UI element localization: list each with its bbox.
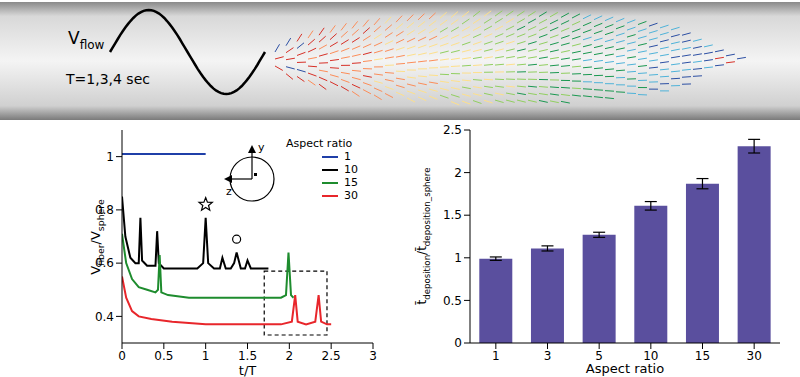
svg-text:1.5: 1.5 bbox=[238, 349, 257, 363]
svg-text:2: 2 bbox=[286, 349, 294, 363]
svg-text:30: 30 bbox=[747, 349, 762, 363]
svg-text:0.4: 0.4 bbox=[95, 310, 114, 324]
html-text:1: 1 bbox=[344, 150, 351, 163]
svg-text:1: 1 bbox=[106, 150, 114, 164]
svg-text:t/T: t/T bbox=[239, 363, 256, 377]
html-text:10: 10 bbox=[344, 163, 358, 176]
svg-text:0.5: 0.5 bbox=[443, 294, 462, 308]
svg-text:3: 3 bbox=[369, 349, 377, 363]
svg-text:t̄deposition/t̄deposition_sphe: t̄deposition/t̄deposition_sphere bbox=[415, 167, 432, 304]
svg-text:1: 1 bbox=[492, 349, 500, 363]
svg-text:2.5: 2.5 bbox=[443, 123, 462, 137]
html-text:15: 15 bbox=[344, 176, 358, 189]
html-text:30: 30 bbox=[344, 189, 358, 202]
svg-text:2.5: 2.5 bbox=[322, 349, 341, 363]
svg-text:10: 10 bbox=[643, 348, 659, 363]
svg-text:z: z bbox=[226, 185, 232, 198]
svg-text:y: y bbox=[258, 141, 265, 154]
svg-text:Vflow: Vflow bbox=[68, 28, 105, 52]
html-text:Aspect ratio: Aspect ratio bbox=[286, 137, 353, 150]
svg-text:0.8: 0.8 bbox=[95, 203, 114, 217]
svg-text:5: 5 bbox=[595, 348, 603, 363]
svg-text:0.5: 0.5 bbox=[154, 349, 173, 363]
svg-text:Aspect ratio: Aspect ratio bbox=[586, 361, 664, 376]
svg-text:15: 15 bbox=[695, 349, 710, 363]
svg-text:T=1,3,4 sec: T=1,3,4 sec bbox=[65, 71, 150, 87]
svg-text:0.6: 0.6 bbox=[95, 256, 114, 270]
svg-text:2: 2 bbox=[454, 166, 462, 180]
svg-text:1: 1 bbox=[202, 349, 210, 363]
svg-text:3: 3 bbox=[544, 349, 552, 363]
svg-text:0: 0 bbox=[118, 349, 126, 363]
svg-text:Vfiber/Vsphere: Vfiber/Vsphere bbox=[88, 199, 106, 275]
svg-text:0: 0 bbox=[454, 336, 462, 350]
svg-text:1.5: 1.5 bbox=[443, 208, 462, 222]
svg-text:1: 1 bbox=[454, 251, 462, 265]
